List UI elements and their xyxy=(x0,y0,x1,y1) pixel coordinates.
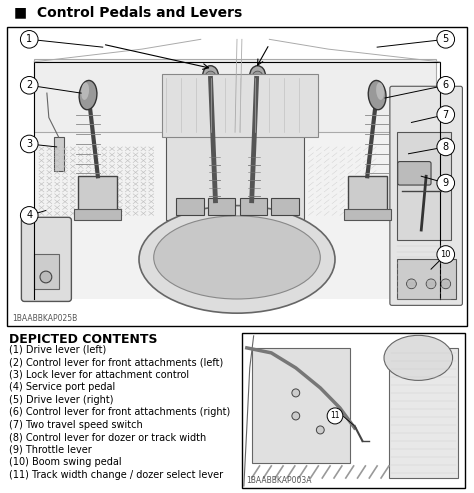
Bar xyxy=(397,132,451,240)
Circle shape xyxy=(20,31,38,48)
Text: 6: 6 xyxy=(443,80,449,90)
Text: 3: 3 xyxy=(26,139,32,149)
Circle shape xyxy=(441,279,451,289)
Bar xyxy=(348,176,387,215)
Bar xyxy=(54,137,64,172)
Text: (9) Throttle lever: (9) Throttle lever xyxy=(9,445,91,455)
Bar xyxy=(271,198,299,215)
Ellipse shape xyxy=(205,71,217,86)
Bar xyxy=(397,259,456,298)
Circle shape xyxy=(292,389,300,397)
Circle shape xyxy=(20,76,38,94)
Bar xyxy=(208,198,235,215)
Circle shape xyxy=(316,426,324,434)
Ellipse shape xyxy=(139,206,335,313)
Text: (8) Control lever for dozer or track width: (8) Control lever for dozer or track wid… xyxy=(9,432,206,442)
Ellipse shape xyxy=(79,80,97,110)
Text: 10: 10 xyxy=(440,250,451,259)
Ellipse shape xyxy=(250,66,265,85)
Text: (11) Track width change / dozer select lever: (11) Track width change / dozer select l… xyxy=(9,470,223,480)
Text: 2: 2 xyxy=(26,80,32,90)
Ellipse shape xyxy=(203,66,219,85)
Bar xyxy=(176,198,204,215)
Circle shape xyxy=(407,279,416,289)
Circle shape xyxy=(40,271,52,283)
Text: 8: 8 xyxy=(443,142,449,152)
Bar xyxy=(389,348,457,478)
Bar xyxy=(166,103,304,220)
Ellipse shape xyxy=(368,80,386,110)
Ellipse shape xyxy=(376,82,384,100)
Text: (5) Drive lever (right): (5) Drive lever (right) xyxy=(9,395,113,405)
Circle shape xyxy=(437,175,455,192)
Text: (10) Boom swing pedal: (10) Boom swing pedal xyxy=(9,458,121,467)
Text: (7) Two travel speed switch: (7) Two travel speed switch xyxy=(9,420,142,430)
Bar xyxy=(162,73,319,137)
Bar xyxy=(78,176,118,215)
Bar xyxy=(34,254,59,289)
Text: (4) Service port pedal: (4) Service port pedal xyxy=(9,383,115,392)
Circle shape xyxy=(327,408,343,424)
Text: 7: 7 xyxy=(443,109,449,120)
Text: 4: 4 xyxy=(26,211,32,220)
Text: DEPICTED CONTENTS: DEPICTED CONTENTS xyxy=(9,333,157,346)
Circle shape xyxy=(20,135,38,153)
Text: (1) Drive lever (left): (1) Drive lever (left) xyxy=(9,345,106,355)
Circle shape xyxy=(437,138,455,156)
Text: 1BAABBKAP025B: 1BAABBKAP025B xyxy=(13,314,78,323)
Ellipse shape xyxy=(81,82,89,100)
Text: (2) Control lever for front attachments (left): (2) Control lever for front attachments … xyxy=(9,357,223,367)
Circle shape xyxy=(426,279,436,289)
Bar xyxy=(74,209,121,220)
FancyBboxPatch shape xyxy=(21,217,72,301)
Text: 5: 5 xyxy=(443,35,449,44)
Text: 11: 11 xyxy=(330,412,340,421)
Text: 1BAABBKAP003A: 1BAABBKAP003A xyxy=(246,476,311,485)
Bar xyxy=(34,59,436,132)
Circle shape xyxy=(437,246,455,263)
Ellipse shape xyxy=(154,216,320,299)
FancyBboxPatch shape xyxy=(398,162,431,185)
Text: (6) Control lever for front attachments (right): (6) Control lever for front attachments … xyxy=(9,407,230,418)
Circle shape xyxy=(437,106,455,123)
Text: (3) Lock lever for attachment control: (3) Lock lever for attachment control xyxy=(9,370,189,380)
Ellipse shape xyxy=(252,71,264,86)
Text: 9: 9 xyxy=(443,178,449,188)
Bar xyxy=(252,348,350,463)
Text: 1: 1 xyxy=(26,35,32,44)
Circle shape xyxy=(20,207,38,224)
FancyBboxPatch shape xyxy=(390,86,463,305)
Circle shape xyxy=(437,31,455,48)
Circle shape xyxy=(292,412,300,420)
Ellipse shape xyxy=(384,335,453,381)
Bar xyxy=(34,64,436,298)
Bar xyxy=(240,198,267,215)
Bar xyxy=(344,209,391,220)
Circle shape xyxy=(437,76,455,94)
Bar xyxy=(242,333,465,488)
Text: ■  Control Pedals and Levers: ■ Control Pedals and Levers xyxy=(14,5,242,19)
